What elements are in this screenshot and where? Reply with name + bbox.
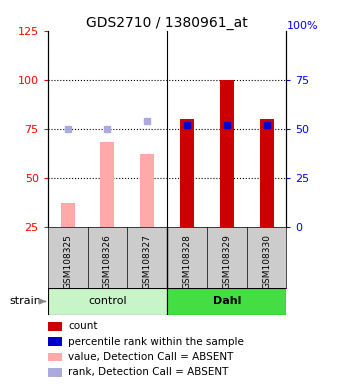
Text: GSM108330: GSM108330 bbox=[262, 234, 271, 289]
Text: control: control bbox=[88, 296, 127, 306]
Bar bbox=[101, 142, 114, 227]
Title: GDS2710 / 1380961_at: GDS2710 / 1380961_at bbox=[86, 16, 248, 30]
Text: value, Detection Call = ABSENT: value, Detection Call = ABSENT bbox=[68, 352, 234, 362]
Text: GSM108329: GSM108329 bbox=[222, 234, 231, 289]
Bar bbox=[48, 338, 62, 346]
Bar bbox=[48, 368, 62, 377]
Bar bbox=[220, 80, 234, 227]
Bar bbox=[61, 203, 75, 227]
Bar bbox=[167, 288, 286, 315]
Text: rank, Detection Call = ABSENT: rank, Detection Call = ABSENT bbox=[68, 367, 229, 377]
Text: GSM108326: GSM108326 bbox=[103, 234, 112, 289]
Text: strain: strain bbox=[10, 296, 42, 306]
Bar bbox=[180, 119, 194, 227]
Text: count: count bbox=[68, 321, 98, 331]
Text: GSM108328: GSM108328 bbox=[182, 234, 192, 289]
Text: Dahl: Dahl bbox=[212, 296, 241, 306]
Bar bbox=[48, 322, 62, 331]
Bar bbox=[260, 119, 273, 227]
Text: GSM108325: GSM108325 bbox=[63, 234, 72, 289]
Bar bbox=[140, 154, 154, 227]
Bar bbox=[48, 353, 62, 361]
Text: 100%: 100% bbox=[286, 21, 318, 31]
Text: percentile rank within the sample: percentile rank within the sample bbox=[68, 337, 244, 347]
Text: GSM108327: GSM108327 bbox=[143, 234, 152, 289]
Bar bbox=[48, 288, 167, 315]
